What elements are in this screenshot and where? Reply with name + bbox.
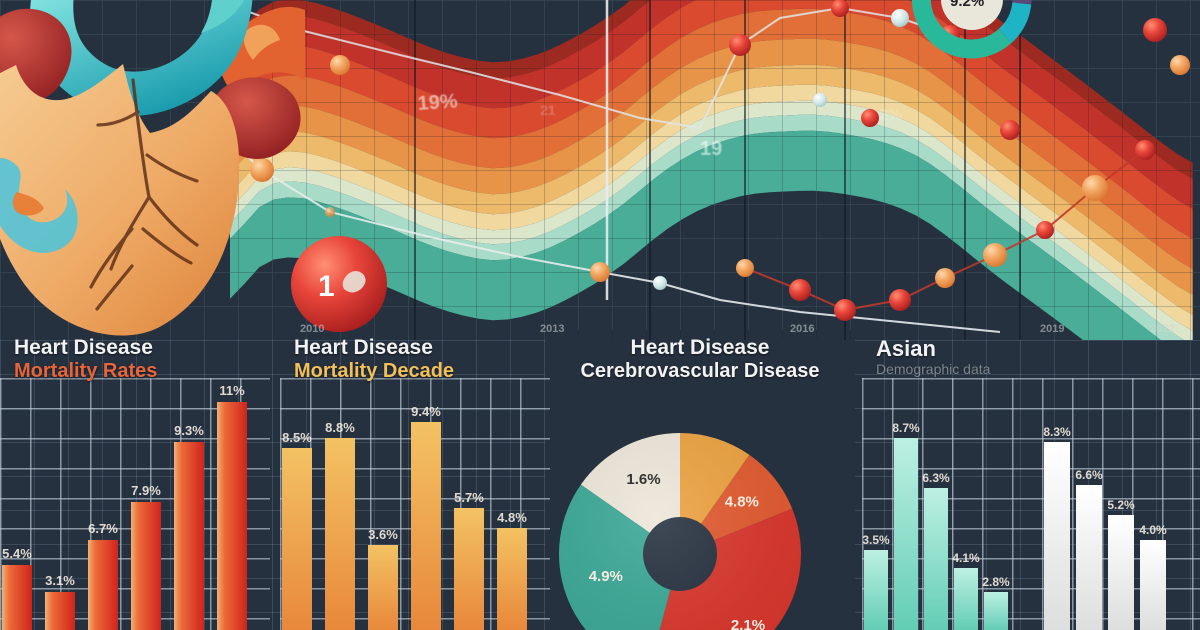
svg-text:7.9%: 7.9% xyxy=(131,483,161,498)
svg-text:2.1%: 2.1% xyxy=(731,617,765,630)
svg-text:6.7%: 6.7% xyxy=(88,521,118,536)
svg-text:9.3%: 9.3% xyxy=(174,423,204,438)
svg-text:6.6%: 6.6% xyxy=(1075,468,1103,482)
svg-text:8.5%: 8.5% xyxy=(282,430,312,445)
svg-text:2.8%: 2.8% xyxy=(982,575,1010,589)
svg-text:3.5%: 3.5% xyxy=(862,533,890,547)
svg-text:1.6%: 1.6% xyxy=(626,471,660,488)
svg-text:4.8%: 4.8% xyxy=(497,510,527,525)
svg-text:8.3%: 8.3% xyxy=(1043,425,1071,439)
svg-text:3.6%: 3.6% xyxy=(368,527,398,542)
svg-text:5.4%: 5.4% xyxy=(2,546,32,561)
svg-text:21: 21 xyxy=(540,102,556,118)
svg-text:5.2%: 5.2% xyxy=(1107,498,1135,512)
svg-text:4.0%: 4.0% xyxy=(1139,523,1167,537)
svg-text:8.7%: 8.7% xyxy=(892,421,920,435)
svg-text:1: 1 xyxy=(318,270,335,303)
svg-text:19: 19 xyxy=(700,138,722,160)
svg-text:8.8%: 8.8% xyxy=(325,420,355,435)
svg-text:9.4%: 9.4% xyxy=(411,404,441,419)
svg-text:3.1%: 3.1% xyxy=(45,573,75,588)
svg-text:5.7%: 5.7% xyxy=(454,490,484,505)
svg-text:6.3%: 6.3% xyxy=(922,471,950,485)
svg-text:4.9%: 4.9% xyxy=(589,568,623,585)
svg-text:4.1%: 4.1% xyxy=(952,551,980,565)
svg-text:11%: 11% xyxy=(219,383,245,398)
svg-text:4.8%: 4.8% xyxy=(725,493,759,510)
svg-text:9.2%: 9.2% xyxy=(950,0,984,10)
svg-text:19%: 19% xyxy=(417,90,459,115)
